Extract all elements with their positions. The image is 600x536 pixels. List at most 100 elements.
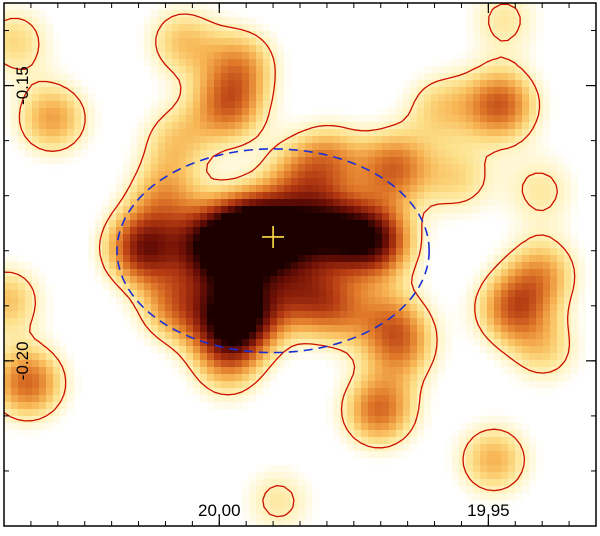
map-pixel [221, 31, 229, 39]
map-pixel [193, 388, 201, 396]
map-pixel [536, 10, 544, 18]
map-pixel [501, 52, 509, 60]
map-pixel [263, 108, 271, 116]
map-pixel [200, 31, 208, 39]
map-pixel [137, 199, 145, 207]
map-pixel [186, 199, 194, 207]
map-pixel [522, 185, 530, 193]
map-pixel [263, 24, 271, 32]
map-pixel [494, 318, 502, 326]
map-pixel [179, 178, 187, 186]
map-pixel [515, 290, 523, 298]
map-pixel [571, 339, 579, 347]
map-pixel [389, 213, 397, 221]
map-pixel [179, 213, 187, 221]
map-pixel [137, 297, 145, 305]
map-pixel [438, 157, 446, 165]
map-pixel [333, 332, 341, 340]
map-pixel [536, 185, 544, 193]
map-pixel [4, 276, 12, 284]
map-pixel [228, 101, 236, 109]
map-pixel [522, 297, 530, 305]
map-pixel [144, 255, 152, 263]
map-pixel [354, 157, 362, 165]
map-pixel [158, 185, 166, 193]
map-pixel [459, 311, 467, 319]
map-pixel [263, 45, 271, 53]
map-pixel [487, 213, 495, 221]
map-pixel [410, 332, 418, 340]
map-pixel [277, 87, 285, 95]
map-pixel [242, 45, 250, 53]
map-pixel [487, 136, 495, 144]
map-pixel [277, 45, 285, 53]
map-pixel [46, 353, 54, 361]
map-pixel [487, 262, 495, 270]
map-pixel [522, 17, 530, 25]
map-pixel [305, 115, 313, 123]
map-pixel [501, 31, 509, 39]
center-cross-marker [262, 225, 285, 248]
map-pixel [193, 234, 201, 242]
map-pixel [228, 157, 236, 165]
map-pixel [368, 220, 376, 228]
map-pixel [186, 73, 194, 81]
map-pixel [186, 101, 194, 109]
map-pixel [123, 276, 131, 284]
map-pixel [466, 458, 474, 466]
map-pixel [382, 185, 390, 193]
map-pixel [186, 388, 194, 396]
map-pixel [515, 332, 523, 340]
map-pixel [326, 332, 334, 340]
map-pixel [333, 388, 341, 396]
map-pixel [466, 129, 474, 137]
map-pixel [431, 101, 439, 109]
map-pixel [39, 52, 47, 60]
map-pixel [60, 346, 68, 354]
map-pixel [214, 38, 222, 46]
map-pixel [207, 136, 215, 144]
map-pixel [403, 276, 411, 284]
map-pixel [347, 437, 355, 445]
map-pixel [340, 255, 348, 263]
map-pixel [116, 269, 124, 277]
map-pixel [263, 80, 271, 88]
map-pixel [200, 304, 208, 312]
map-pixel [452, 465, 460, 473]
map-pixel [249, 157, 257, 165]
map-pixel [333, 171, 341, 179]
map-pixel [480, 486, 488, 494]
map-pixel [256, 220, 264, 228]
map-pixel [32, 24, 40, 32]
map-pixel [284, 87, 292, 95]
map-pixel [67, 409, 75, 417]
map-pixel [242, 269, 250, 277]
map-pixel [137, 220, 145, 228]
map-pixel [25, 276, 33, 284]
map-pixel [459, 325, 467, 333]
map-pixel [144, 59, 152, 67]
map-pixel [249, 31, 257, 39]
map-pixel [214, 122, 222, 130]
map-pixel [74, 367, 82, 375]
map-pixel [298, 129, 306, 137]
map-pixel [151, 318, 159, 326]
map-pixel [263, 283, 271, 291]
map-pixel [165, 227, 173, 235]
map-pixel [11, 101, 19, 109]
map-pixel [459, 150, 467, 158]
map-pixel [403, 416, 411, 424]
map-pixel [242, 514, 250, 522]
map-pixel [242, 381, 250, 389]
map-pixel [144, 332, 152, 340]
map-pixel [375, 276, 383, 284]
map-pixel [172, 178, 180, 186]
map-pixel [361, 451, 369, 459]
map-pixel [529, 101, 537, 109]
map-pixel [256, 115, 264, 123]
map-pixel [375, 430, 383, 438]
map-pixel [151, 59, 159, 67]
map-pixel [431, 87, 439, 95]
map-pixel [193, 150, 201, 158]
map-pixel [480, 472, 488, 480]
